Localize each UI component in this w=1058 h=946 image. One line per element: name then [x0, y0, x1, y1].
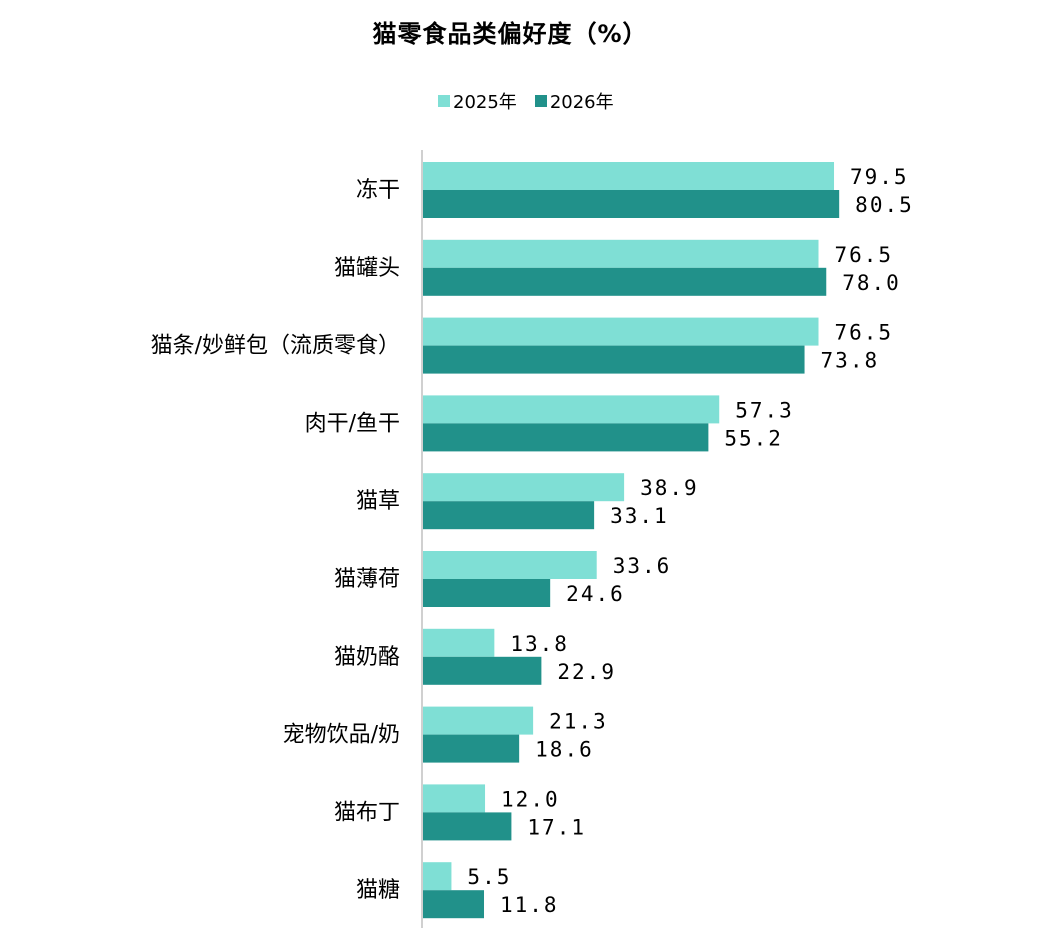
data-label: 78.0 — [842, 271, 901, 295]
legend: 2025年 2026年 — [438, 88, 614, 114]
category-label: 猫罐头 — [334, 256, 400, 281]
category-label: 猫草 — [356, 489, 400, 514]
data-label: 33.1 — [610, 504, 669, 528]
bar-2025 — [423, 628, 495, 657]
data-label: 24.6 — [566, 582, 625, 606]
data-label: 22.9 — [557, 660, 616, 684]
category-label: 猫奶酪 — [334, 645, 400, 670]
data-label: 5.5 — [467, 865, 511, 889]
data-label: 38.9 — [640, 476, 699, 500]
data-label: 79.5 — [850, 165, 909, 189]
bar-2026 — [423, 345, 805, 374]
bar-2025 — [423, 395, 720, 424]
bar-2026 — [423, 656, 542, 685]
bar-2026 — [423, 812, 512, 841]
bar-2025 — [423, 317, 819, 346]
data-label: 33.6 — [613, 554, 672, 578]
legend-swatch-2026 — [534, 95, 547, 107]
bar-2026 — [423, 501, 595, 530]
bar-2026 — [423, 267, 827, 296]
data-label: 57.3 — [735, 398, 794, 422]
bar-2026 — [423, 423, 709, 452]
bar-2025 — [423, 862, 452, 891]
bar-2026 — [423, 890, 485, 919]
bar-2025 — [423, 162, 835, 190]
data-label: 13.8 — [510, 632, 569, 656]
bar-2025 — [423, 784, 486, 813]
bar-2025 — [423, 551, 597, 579]
legend-item-2025: 2025年 — [438, 88, 517, 114]
data-label: 76.5 — [835, 243, 894, 267]
category-label: 冻干 — [356, 178, 400, 203]
data-label: 80.5 — [855, 193, 914, 217]
category-label: 猫布丁 — [334, 800, 400, 825]
legend-label-2026: 2026年 — [549, 92, 614, 113]
category-label: 猫薄荷 — [334, 567, 400, 592]
data-label: 17.1 — [527, 815, 586, 839]
data-label: 12.0 — [501, 787, 560, 811]
data-label: 11.8 — [500, 893, 559, 917]
category-label: 肉干/鱼干 — [305, 411, 400, 436]
data-label: 76.5 — [835, 321, 894, 345]
data-label: 55.2 — [724, 426, 783, 450]
category-label: 宠物饮品/奶 — [283, 723, 400, 748]
data-label: 73.8 — [821, 349, 880, 373]
data-label: 21.3 — [549, 710, 608, 734]
data-label: 18.6 — [535, 738, 594, 762]
legend-item-2026: 2026年 — [534, 88, 614, 114]
chart-title: 猫零食品类偏好度（%） — [372, 20, 648, 48]
bar-2026 — [423, 734, 520, 763]
bar-2025 — [423, 239, 819, 268]
bar-2026 — [423, 190, 840, 218]
bar-2025 — [423, 706, 534, 735]
category-label: 猫条/妙鲜包（流质零食） — [151, 334, 400, 359]
bar-2026 — [423, 579, 551, 607]
legend-swatch-2025 — [438, 95, 450, 107]
category-label: 猫糖 — [356, 878, 400, 903]
bar-2025 — [423, 473, 625, 502]
legend-label-2025: 2025年 — [453, 92, 517, 113]
